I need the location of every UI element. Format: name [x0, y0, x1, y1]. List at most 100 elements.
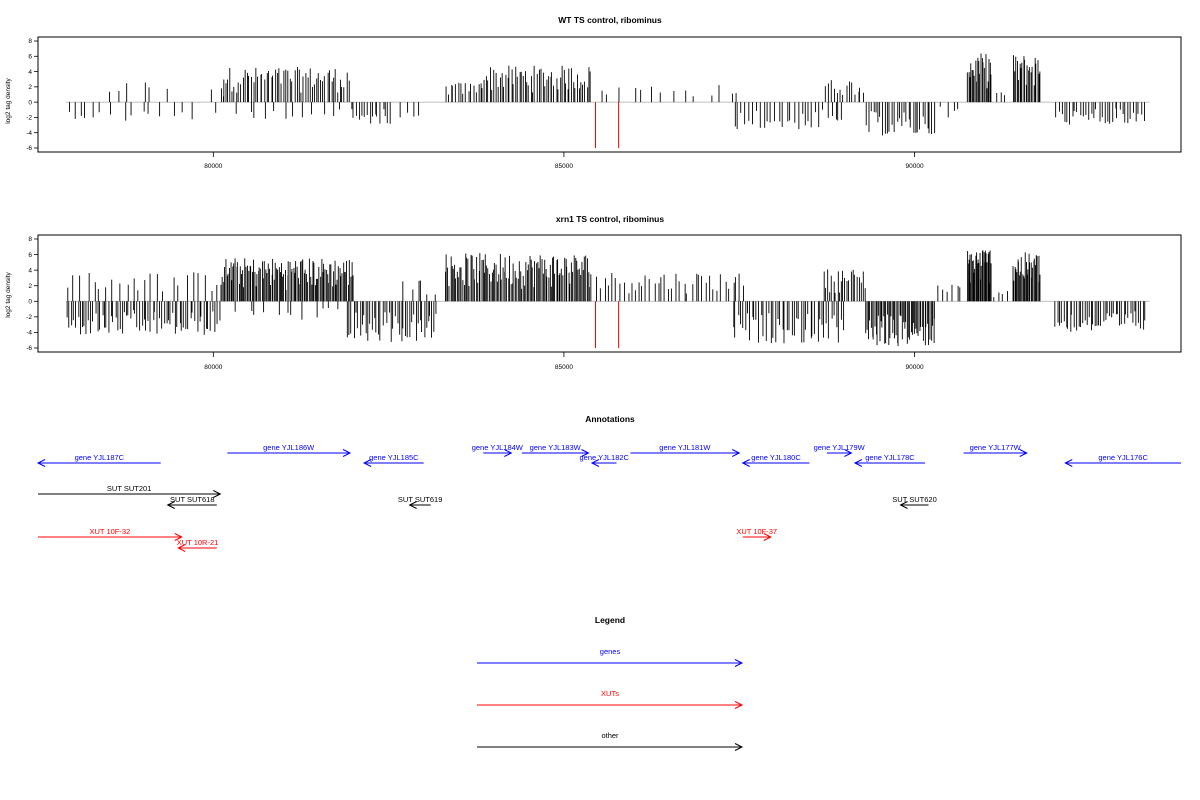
- annotation-label: gene YJL181W: [659, 443, 711, 452]
- legend-other-arrowhead: [734, 743, 744, 751]
- wt-y-tick-label: -2: [26, 115, 32, 122]
- annotation-gene-feature: gene YJL184W: [472, 443, 524, 457]
- annotation-xut-feature: XUT 10R-21: [177, 538, 218, 552]
- xrn1-y-tick-label: -2: [26, 314, 32, 321]
- xrn1-y-ticks: -6 -4 -2 0 2 4 6 8: [26, 236, 38, 352]
- xrn1-density-bars: [66, 250, 1146, 348]
- wt-y-tick-label: 0: [28, 99, 32, 106]
- xrn1-plot-frame: [37, 234, 1182, 353]
- xrn1-y-tick-label: 4: [28, 267, 32, 274]
- legend-items: genes XUTs other: [477, 647, 744, 751]
- wt-y-tick-label: 4: [28, 69, 32, 76]
- legend-label: genes: [600, 647, 621, 656]
- legend: Legend genes XUTs other: [477, 615, 744, 751]
- wt-density-bars: [69, 53, 1145, 148]
- annotation-label: XUT 10F-32: [90, 527, 131, 536]
- annotation-label: gene YJL184W: [472, 443, 524, 452]
- wt-y-tick-label: 6: [28, 53, 32, 60]
- legend-item-xut: XUTs: [477, 689, 744, 709]
- xrn1-x-ticks: 80000 85000 90000: [204, 352, 924, 371]
- xrn1-y-tick-label: 2: [28, 283, 32, 290]
- wt-x-tick-label: 80000: [204, 163, 222, 170]
- annotation-label: gene YJL177W: [970, 443, 1022, 452]
- legend-item-gene: genes: [477, 647, 744, 667]
- xrn1-density-panel: xrn1 TS control, ribominus log2 tag dens…: [5, 214, 1182, 371]
- annotation-other-feature: SUT SUT619: [398, 495, 442, 509]
- annotation-gene-feature: gene YJL182C: [579, 453, 630, 467]
- wt-y-tick-label: -4: [26, 130, 32, 137]
- annotation-gene-feature: gene YJL176C: [1064, 453, 1181, 467]
- xrn1-y-tick-label: -6: [26, 345, 32, 352]
- annotation-label: SUT SUT618: [170, 495, 214, 504]
- xrn1-y-tick-label: -4: [26, 330, 32, 337]
- annotation-label: gene YJL180C: [751, 453, 801, 462]
- annotation-gene-arrowhead: [1064, 459, 1073, 467]
- xrn1-y-tick-label: 0: [28, 298, 32, 305]
- xrn1-panel-title: xrn1 TS control, ribominus: [556, 214, 664, 224]
- wt-y-ticks: -6 -4 -2 0 2 4 6 8: [26, 38, 38, 152]
- annotation-other-arrowhead: [213, 490, 222, 498]
- annotation-gene-arrowhead: [732, 449, 741, 457]
- annotation-other-feature: SUT SUT618: [166, 495, 217, 509]
- annotation-label: gene YJL178C: [865, 453, 915, 462]
- annotation-gene-arrowhead: [590, 459, 600, 467]
- annotation-gene-feature: gene YJL180C: [741, 453, 810, 467]
- wt-y-axis-label: log2 tag density: [5, 77, 12, 123]
- legend-label: other: [601, 731, 619, 740]
- wt-x-tick-label: 85000: [555, 163, 573, 170]
- annotation-label: SUT SUT201: [107, 484, 151, 493]
- wt-plot-frame: [37, 36, 1182, 153]
- annotation-label: XUT 10F-37: [736, 527, 777, 536]
- annotation-xut-feature: XUT 10F-37: [736, 527, 777, 541]
- annotations-title: Annotations: [585, 414, 635, 424]
- annotation-label: gene YJL187C: [75, 453, 125, 462]
- annotation-gene-arrowhead: [1019, 449, 1028, 457]
- legend-xut-arrowhead: [734, 701, 744, 709]
- annotation-xut-arrowhead: [177, 544, 186, 552]
- annotation-other-feature: SUT SUT201: [38, 484, 222, 498]
- annotation-label: gene YJL186W: [263, 443, 315, 452]
- annotation-label: SUT SUT619: [398, 495, 442, 504]
- xrn1-x-tick-label: 80000: [204, 364, 222, 371]
- xrn1-x-tick-label: 85000: [555, 364, 573, 371]
- annotation-xut-arrowhead: [763, 533, 772, 541]
- annotation-other-arrowhead: [166, 501, 175, 509]
- annotation-gene-feature: gene YJL177W: [963, 443, 1028, 457]
- wt-y-tick-label: 2: [28, 84, 32, 91]
- annotation-label: SUT SUT620: [892, 495, 936, 504]
- annotation-gene-feature: gene YJL183W: [521, 443, 590, 457]
- annotation-label: gene YJL185C: [369, 453, 419, 462]
- annotation-gene-arrowhead: [362, 459, 372, 467]
- legend-label: XUTs: [601, 689, 619, 698]
- legend-item-other: other: [477, 731, 744, 751]
- annotation-gene-arrowhead: [36, 459, 46, 467]
- wt-y-tick-label: 8: [28, 38, 32, 45]
- annotation-gene-feature: gene YJL181W: [630, 443, 741, 457]
- annotation-other-arrowhead: [899, 501, 908, 509]
- annotation-gene-arrowhead: [581, 449, 590, 457]
- annotation-label: gene YJL183W: [530, 443, 582, 452]
- annotation-label: gene YJL176C: [1098, 453, 1148, 462]
- annotation-gene-arrowhead: [844, 449, 853, 457]
- wt-x-tick-label: 90000: [905, 163, 923, 170]
- xrn1-y-axis-label: log2 tag density: [5, 271, 12, 317]
- xrn1-y-tick-label: 8: [28, 236, 32, 243]
- annotation-xut-feature: XUT 10F-32: [38, 527, 183, 541]
- annotation-features: gene YJL187C gene YJL186W gene YJL185C gene…: [36, 443, 1181, 552]
- annotation-other-arrowhead: [408, 501, 417, 509]
- annotation-gene-arrowhead: [342, 449, 352, 457]
- annotation-gene-feature: gene YJL179W: [814, 443, 866, 457]
- annotation-gene-feature: gene YJL186W: [227, 443, 352, 457]
- wt-panel-title: WT TS control, ribominus: [558, 15, 662, 25]
- wt-density-panel: WT TS control, ribominus log2 tag densit…: [5, 15, 1182, 170]
- legend-title: Legend: [595, 615, 625, 625]
- annotation-gene-feature: gene YJL187C: [36, 453, 161, 467]
- xrn1-y-tick-label: 6: [28, 252, 32, 259]
- wt-x-ticks: 80000 85000 90000: [204, 152, 924, 170]
- annotation-label: gene YJL179W: [814, 443, 866, 452]
- legend-gene-arrowhead: [734, 659, 744, 667]
- annotation-gene-feature: gene YJL178C: [853, 453, 926, 467]
- annotation-gene-arrowhead: [853, 459, 863, 467]
